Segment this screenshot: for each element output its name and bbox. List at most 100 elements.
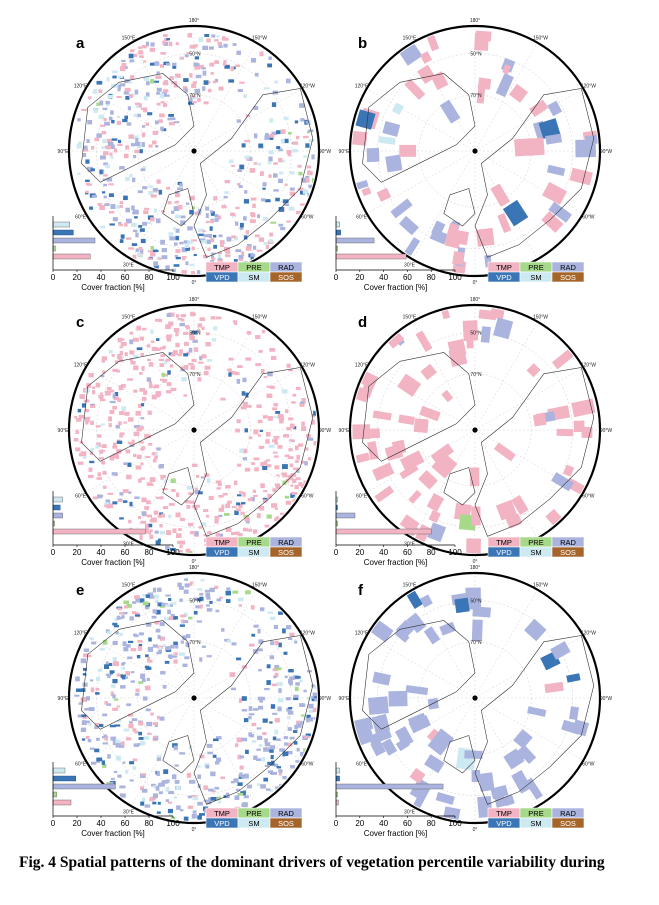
patch-tmp xyxy=(147,656,151,661)
patch-tmp xyxy=(288,448,293,452)
patch-rad xyxy=(205,765,210,769)
longitude-label: 120°E xyxy=(74,363,88,369)
patch-rad xyxy=(167,117,173,121)
patch-tmp xyxy=(273,162,278,165)
patch-rad xyxy=(124,66,128,69)
patch-rad xyxy=(165,646,171,651)
longitude-label: 60°E xyxy=(356,215,368,221)
longitude-label: 120°W xyxy=(581,363,596,369)
patch-rad xyxy=(153,261,159,267)
patch-rad xyxy=(302,703,306,707)
patch-pre xyxy=(237,792,244,796)
longitude-label: 180° xyxy=(189,565,199,571)
longitude-label: 60°W xyxy=(301,215,314,221)
patch-rad xyxy=(271,131,277,136)
patch-sm xyxy=(137,252,141,256)
patch-rad xyxy=(132,211,136,215)
patch-rad xyxy=(248,706,253,711)
patch-rad xyxy=(180,369,185,372)
patch-rad xyxy=(162,684,167,689)
x-tick-label: 20 xyxy=(73,819,82,828)
latitude-label: 70°N xyxy=(470,93,482,99)
patch-vpd xyxy=(85,159,90,164)
patch-tmp xyxy=(133,431,140,437)
patch-tmp xyxy=(262,732,267,736)
patch-rad xyxy=(205,206,210,211)
patch-tmp xyxy=(298,482,303,487)
patch-sm xyxy=(234,236,238,241)
patch-rad xyxy=(112,393,116,399)
patch-vpd xyxy=(128,53,134,59)
patch-rad xyxy=(161,248,167,253)
longitude-label: 60°W xyxy=(301,494,314,500)
patch-tmp xyxy=(132,728,137,732)
patch-tmp xyxy=(139,535,143,540)
patch-vpd xyxy=(293,697,299,701)
patch-tmp xyxy=(417,64,436,84)
patch-rad xyxy=(206,608,213,612)
patch-tmp xyxy=(242,492,246,497)
patch-rad xyxy=(142,186,148,190)
legend-label-tmp: TMP xyxy=(214,809,230,818)
patch-rad xyxy=(295,760,300,763)
patch-tmp xyxy=(85,735,90,739)
patch-tmp xyxy=(128,723,134,729)
legend-label-vpd: VPD xyxy=(496,819,512,828)
patch-vpd xyxy=(170,547,176,553)
patch-rad xyxy=(285,697,291,701)
patch-tmp xyxy=(237,754,242,760)
patch-tmp xyxy=(190,95,196,98)
patch-tmp xyxy=(190,365,196,370)
patch-vpd xyxy=(276,766,282,769)
patch-vpd xyxy=(111,138,118,141)
patch-tmp xyxy=(441,389,454,403)
patch-tmp xyxy=(508,83,529,103)
patch-tmp xyxy=(90,404,96,408)
patch-tmp xyxy=(98,457,105,460)
patch-pre xyxy=(126,604,132,608)
patch-tmp xyxy=(131,611,137,615)
patch-rad xyxy=(117,89,121,92)
panel-a: a180°150°E120°E90°E60°E30°E0°30°W60°W90°… xyxy=(51,18,332,292)
patch-sm xyxy=(76,144,82,149)
patch-tmp xyxy=(249,643,255,647)
patch-tmp xyxy=(511,494,529,515)
patch-tmp xyxy=(145,434,152,439)
patch-vpd xyxy=(262,466,268,471)
patch-tmp xyxy=(187,33,193,38)
patch-vpd xyxy=(138,737,144,740)
patch-tmp xyxy=(167,201,172,205)
patch-sm xyxy=(163,480,168,483)
patch-sm xyxy=(136,145,142,149)
patch-tmp xyxy=(233,320,238,325)
patch-rad xyxy=(152,737,159,740)
patch-rad xyxy=(248,732,252,737)
patch-tmp xyxy=(296,720,301,724)
patch-rad xyxy=(119,492,124,496)
patch-sm xyxy=(143,76,150,81)
panel-f: f180°150°E120°E90°E60°E30°E0°30°W60°W90°… xyxy=(334,565,613,838)
patch-sm xyxy=(239,448,244,453)
patch-rad xyxy=(278,688,282,693)
meridian-line xyxy=(366,635,476,699)
patch-tmp xyxy=(430,443,454,465)
patch-rad xyxy=(265,133,269,136)
meridian-line xyxy=(131,429,195,539)
patch-tmp xyxy=(160,474,166,479)
patch-tmp xyxy=(136,427,143,432)
patch-rad xyxy=(193,597,200,601)
patch-tmp xyxy=(286,150,292,155)
patch-tmp xyxy=(130,361,136,365)
patch-tmp xyxy=(238,604,242,607)
patch-sm xyxy=(197,765,201,768)
patch-sm xyxy=(267,161,272,165)
patch-vpd xyxy=(267,63,273,68)
patch-vpd xyxy=(102,191,106,194)
patch-rad xyxy=(270,641,275,646)
patch-tmp xyxy=(150,217,155,222)
longitude-label: 120°W xyxy=(300,84,315,90)
patch-tmp xyxy=(173,652,179,655)
patch-tmp xyxy=(253,429,259,435)
patch-vpd xyxy=(89,206,94,210)
